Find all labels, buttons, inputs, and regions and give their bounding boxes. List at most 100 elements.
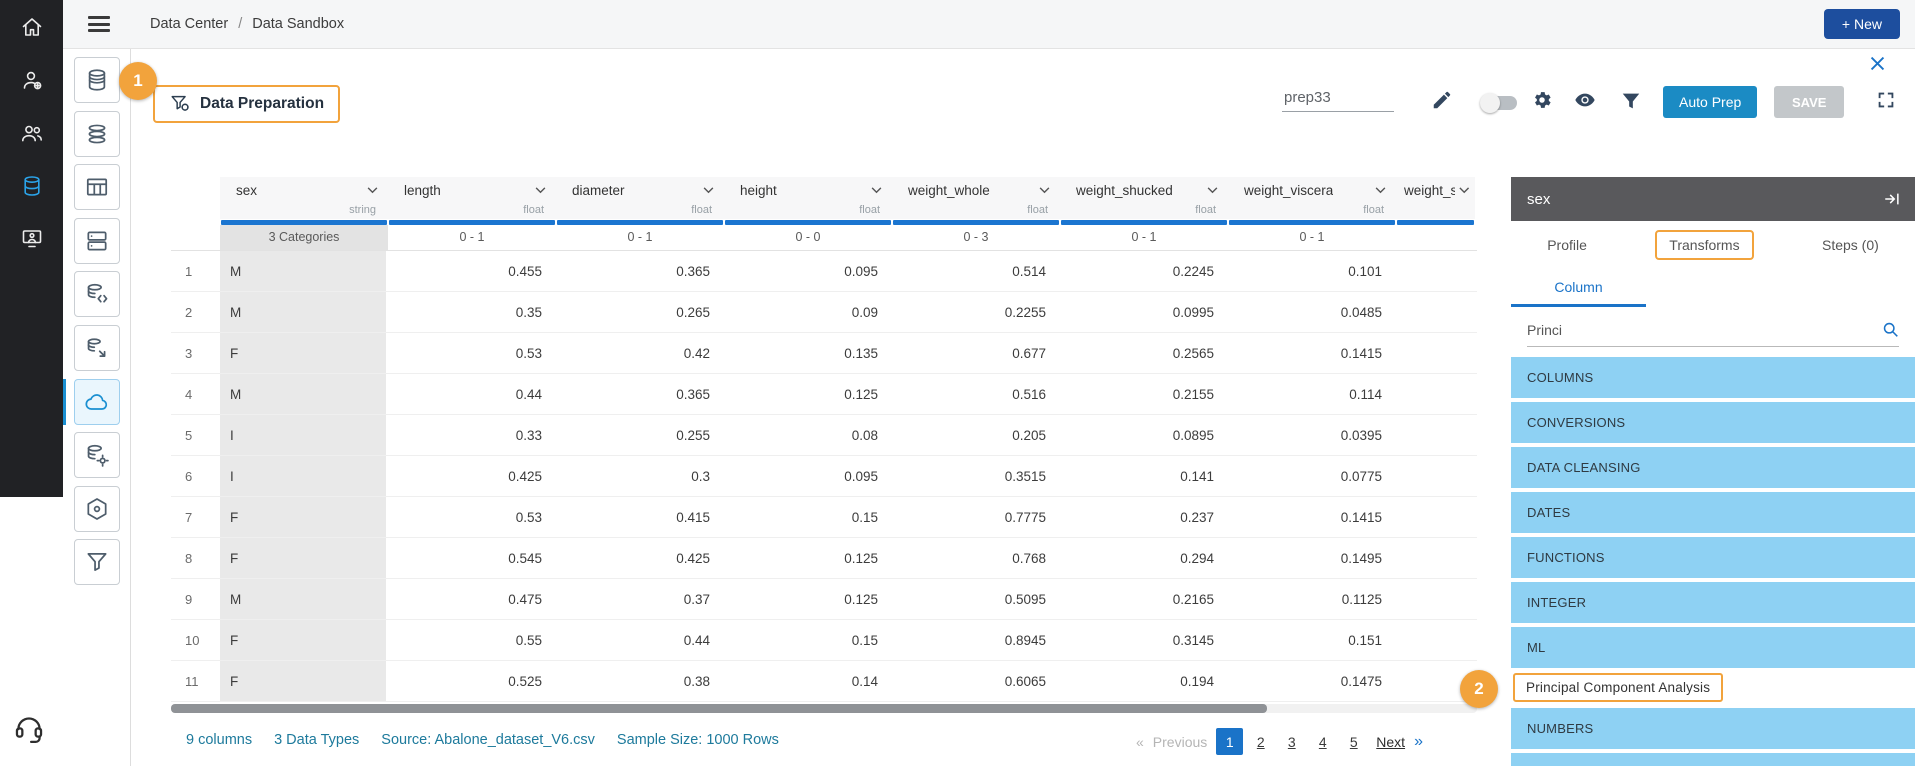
support-headset-icon[interactable] bbox=[12, 710, 50, 748]
next-button[interactable]: Next bbox=[1376, 734, 1405, 750]
chevron-down-icon[interactable] bbox=[531, 187, 546, 194]
home-icon[interactable] bbox=[15, 10, 49, 44]
new-button[interactable]: + New bbox=[1824, 9, 1900, 39]
sql-database-icon[interactable] bbox=[74, 271, 120, 317]
transform-category-numbers[interactable]: NUMBERS bbox=[1511, 708, 1915, 749]
table-row[interactable]: 4M0.440.3650.1250.5160.21550.114 bbox=[171, 374, 1477, 415]
prep-name-input[interactable] bbox=[1282, 87, 1394, 112]
previous-button[interactable]: Previous bbox=[1153, 734, 1207, 750]
value-cell: 0.545 bbox=[388, 538, 556, 578]
value-cell: 0.677 bbox=[892, 333, 1060, 373]
collapse-panel-icon[interactable] bbox=[1883, 190, 1901, 208]
value-cell: 0.3515 bbox=[892, 456, 1060, 496]
column-name-dropdown[interactable]: height bbox=[724, 177, 892, 203]
data-prep-icon[interactable] bbox=[74, 539, 120, 585]
column-name-dropdown[interactable]: sex bbox=[220, 177, 388, 203]
value-cell: 0.365 bbox=[556, 374, 724, 414]
data-table-icon[interactable] bbox=[74, 164, 120, 210]
table-row[interactable]: 11F0.5250.380.140.60650.1940.1475 bbox=[171, 661, 1477, 702]
table-row[interactable]: 9M0.4750.370.1250.50950.21650.1125 bbox=[171, 579, 1477, 620]
transform-category-functions[interactable]: FUNCTIONS bbox=[1511, 537, 1915, 578]
chevron-down-icon[interactable] bbox=[867, 187, 882, 194]
transform-category-integer[interactable]: INTEGER bbox=[1511, 582, 1915, 623]
value-cell: 0.5095 bbox=[892, 579, 1060, 619]
chevron-down-icon[interactable] bbox=[363, 187, 378, 194]
chevron-down-icon[interactable] bbox=[699, 187, 714, 194]
tab-steps[interactable]: Steps (0) bbox=[1818, 231, 1883, 259]
table-row[interactable]: 1M0.4550.3650.0950.5140.22450.101 bbox=[171, 251, 1477, 292]
users-icon[interactable] bbox=[15, 116, 49, 150]
toggle-knob[interactable] bbox=[1480, 93, 1500, 113]
table-row[interactable]: 7F0.530.4150.150.77750.2370.1415 bbox=[171, 497, 1477, 538]
gear-icon[interactable] bbox=[1531, 89, 1553, 111]
source-file: Source: Abalone_dataset_V6.csv bbox=[381, 732, 595, 748]
storage-icon[interactable] bbox=[74, 218, 120, 264]
page-1-button[interactable]: 1 bbox=[1216, 728, 1243, 755]
subtab-column[interactable]: Column bbox=[1511, 269, 1646, 307]
transform-category-data-cleansing[interactable]: DATA CLEANSING bbox=[1511, 447, 1915, 488]
data-transform-icon[interactable] bbox=[74, 325, 120, 371]
data-settings-icon[interactable] bbox=[74, 432, 120, 478]
table-row[interactable]: 5I0.330.2550.080.2050.08950.0395 bbox=[171, 415, 1477, 456]
page-3-button[interactable]: 3 bbox=[1278, 728, 1305, 755]
table-row[interactable]: 8F0.5450.4250.1250.7680.2940.1495 bbox=[171, 538, 1477, 579]
tab-profile[interactable]: Profile bbox=[1543, 231, 1591, 259]
value-cell: 0.194 bbox=[1060, 661, 1228, 701]
table-row[interactable]: 10F0.550.440.150.89450.31450.151 bbox=[171, 620, 1477, 661]
chevron-down-icon[interactable] bbox=[1455, 187, 1469, 194]
transform-item-principal-component-analysis[interactable]: Principal Component Analysis bbox=[1511, 672, 1915, 702]
table-row[interactable]: 2M0.350.2650.090.22550.09950.0485 bbox=[171, 292, 1477, 333]
cloud-icon[interactable] bbox=[74, 379, 120, 425]
column-name-dropdown[interactable]: weight_viscera bbox=[1228, 177, 1396, 203]
page-2-button[interactable]: 2 bbox=[1247, 728, 1274, 755]
eye-icon[interactable] bbox=[1574, 89, 1596, 111]
value-cell: 0.125 bbox=[724, 579, 892, 619]
scrollbar-thumb[interactable] bbox=[171, 704, 1267, 713]
column-name-dropdown[interactable]: weight_shucked bbox=[1060, 177, 1228, 203]
chevron-down-icon[interactable] bbox=[1203, 187, 1218, 194]
edit-icon[interactable] bbox=[1431, 89, 1453, 111]
column-name-dropdown[interactable]: diameter bbox=[556, 177, 724, 203]
chevron-down-icon[interactable] bbox=[1371, 187, 1386, 194]
menu-icon[interactable] bbox=[88, 13, 110, 36]
table-row[interactable]: 3F0.530.420.1350.6770.25650.1415 bbox=[171, 333, 1477, 374]
transform-category-dates[interactable]: DATES bbox=[1511, 492, 1915, 533]
breadcrumb-data-sandbox[interactable]: Data Sandbox bbox=[252, 16, 344, 32]
auto-prep-button[interactable]: Auto Prep bbox=[1663, 86, 1757, 118]
data-icon[interactable] bbox=[15, 169, 49, 203]
value-cell: 0.33 bbox=[388, 415, 556, 455]
data-mart-icon[interactable] bbox=[74, 57, 120, 103]
column-name-dropdown[interactable]: length bbox=[388, 177, 556, 203]
api-icon[interactable] bbox=[74, 486, 120, 532]
horizontal-scrollbar[interactable] bbox=[171, 704, 1477, 713]
page-5-button[interactable]: 5 bbox=[1340, 728, 1367, 755]
value-cell: 0.265 bbox=[556, 292, 724, 332]
value-cell: 0.15 bbox=[724, 620, 892, 660]
fullscreen-icon[interactable] bbox=[1875, 89, 1897, 111]
breadcrumb-data-center[interactable]: Data Center bbox=[150, 16, 228, 32]
page-4-button[interactable]: 4 bbox=[1309, 728, 1336, 755]
chevron-down-icon[interactable] bbox=[1035, 187, 1050, 194]
filter-icon[interactable] bbox=[1620, 90, 1642, 112]
transform-category-ml[interactable]: ML bbox=[1511, 627, 1915, 668]
close-icon[interactable] bbox=[1869, 55, 1889, 75]
table-row[interactable]: 6I0.4250.30.0950.35150.1410.0775 bbox=[171, 456, 1477, 497]
row-number: 4 bbox=[171, 374, 220, 414]
toggle-switch[interactable] bbox=[1483, 96, 1517, 110]
datasets-icon[interactable] bbox=[74, 111, 120, 157]
transform-category-columns[interactable]: COLUMNS bbox=[1511, 357, 1915, 398]
search-icon[interactable] bbox=[1882, 321, 1899, 338]
next-arrow[interactable]: » bbox=[1414, 733, 1423, 751]
transform-search-input[interactable] bbox=[1527, 322, 1882, 338]
workspace-icon[interactable] bbox=[15, 222, 49, 256]
column-name-dropdown[interactable]: weight_s bbox=[1396, 177, 1475, 203]
save-button[interactable]: SAVE bbox=[1774, 86, 1844, 118]
tab-transforms[interactable]: Transforms bbox=[1655, 230, 1753, 260]
transform-category-partial-item[interactable] bbox=[1511, 753, 1915, 766]
user-admin-icon[interactable] bbox=[15, 63, 49, 97]
column-type-label bbox=[1396, 203, 1475, 219]
previous-arrow[interactable]: « bbox=[1136, 734, 1144, 750]
transform-category-conversions[interactable]: CONVERSIONS bbox=[1511, 402, 1915, 443]
column-header-weight_whole: weight_whole float 0 - 3 bbox=[892, 177, 1060, 250]
column-name-dropdown[interactable]: weight_whole bbox=[892, 177, 1060, 203]
